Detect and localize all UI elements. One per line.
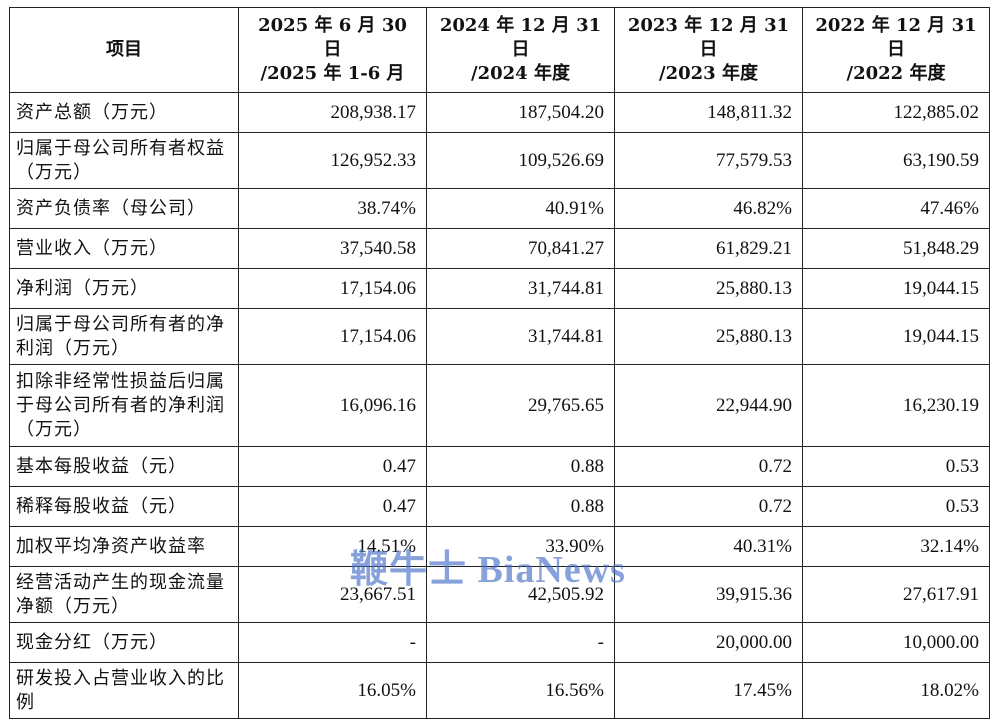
cell-value: 77,579.53 bbox=[614, 132, 803, 189]
cell-value: 29,765.65 bbox=[426, 364, 615, 447]
table-row: 扣除非经常性损益后归属于母公司所有者的净利润（万元） 16,096.16 29,… bbox=[9, 364, 990, 447]
cell-value: 148,811.32 bbox=[614, 92, 803, 133]
row-label: 归属于母公司所有者的净利润（万元） bbox=[9, 308, 239, 365]
header-item-label: 项目 bbox=[9, 7, 239, 93]
cell-value: - bbox=[426, 622, 615, 663]
cell-value: 18.02% bbox=[802, 662, 990, 719]
cell-value: 16.56% bbox=[426, 662, 615, 719]
table-row: 归属于母公司所有者权益（万元） 126,952.33 109,526.69 77… bbox=[9, 132, 990, 189]
cell-value: 208,938.17 bbox=[238, 92, 427, 133]
cell-value: 14.51% bbox=[238, 526, 427, 567]
cell-value: 22,944.90 bbox=[614, 364, 803, 447]
cell-value: 70,841.27 bbox=[426, 228, 615, 269]
row-label: 加权平均净资产收益率 bbox=[9, 526, 239, 567]
table-row: 资产总额（万元） 208,938.17 187,504.20 148,811.3… bbox=[9, 92, 990, 133]
row-label: 营业收入（万元） bbox=[9, 228, 239, 269]
cell-value: 46.82% bbox=[614, 188, 803, 229]
table-row: 研发投入占营业收入的比例 16.05% 16.56% 17.45% 18.02% bbox=[9, 662, 990, 719]
cell-value: 0.88 bbox=[426, 486, 615, 527]
table-row: 稀释每股收益（元） 0.47 0.88 0.72 0.53 bbox=[9, 486, 990, 527]
cell-value: 25,880.13 bbox=[614, 268, 803, 309]
cell-value: 40.31% bbox=[614, 526, 803, 567]
cell-value: 0.47 bbox=[238, 446, 427, 487]
cell-value: 0.72 bbox=[614, 446, 803, 487]
table-header-row: 项目 2025 年 6 月 30 日 /2025 年 1-6 月 2024 年 … bbox=[9, 7, 990, 93]
cell-value: 31,744.81 bbox=[426, 308, 615, 365]
cell-value: 37,540.58 bbox=[238, 228, 427, 269]
cell-value: 33.90% bbox=[426, 526, 615, 567]
financial-data-table: 项目 2025 年 6 月 30 日 /2025 年 1-6 月 2024 年 … bbox=[9, 7, 990, 719]
cell-value: 17,154.06 bbox=[238, 308, 427, 365]
header-col-2024: 2024 年 12 月 31 日 /2024 年度 bbox=[426, 7, 615, 93]
cell-value: - bbox=[238, 622, 427, 663]
cell-value: 0.53 bbox=[802, 446, 990, 487]
cell-value: 51,848.29 bbox=[802, 228, 990, 269]
cell-value: 27,617.91 bbox=[802, 566, 990, 623]
row-label: 研发投入占营业收入的比例 bbox=[9, 662, 239, 719]
cell-value: 16.05% bbox=[238, 662, 427, 719]
cell-value: 17,154.06 bbox=[238, 268, 427, 309]
cell-value: 32.14% bbox=[802, 526, 990, 567]
header-col-2025: 2025 年 6 月 30 日 /2025 年 1-6 月 bbox=[238, 7, 427, 93]
row-label: 净利润（万元） bbox=[9, 268, 239, 309]
cell-value: 19,044.15 bbox=[802, 308, 990, 365]
cell-value: 20,000.00 bbox=[614, 622, 803, 663]
cell-value: 23,667.51 bbox=[238, 566, 427, 623]
cell-value: 39,915.36 bbox=[614, 566, 803, 623]
table-row: 资产负债率（母公司） 38.74% 40.91% 46.82% 47.46% bbox=[9, 188, 990, 229]
table-row: 营业收入（万元） 37,540.58 70,841.27 61,829.21 5… bbox=[9, 228, 990, 269]
cell-value: 40.91% bbox=[426, 188, 615, 229]
cell-value: 16,096.16 bbox=[238, 364, 427, 447]
cell-value: 38.74% bbox=[238, 188, 427, 229]
cell-value: 10,000.00 bbox=[802, 622, 990, 663]
header-col-2023: 2023 年 12 月 31 日 /2023 年度 bbox=[614, 7, 803, 93]
row-label: 基本每股收益（元） bbox=[9, 446, 239, 487]
cell-value: 109,526.69 bbox=[426, 132, 615, 189]
cell-value: 122,885.02 bbox=[802, 92, 990, 133]
cell-value: 61,829.21 bbox=[614, 228, 803, 269]
cell-value: 187,504.20 bbox=[426, 92, 615, 133]
header-col-2025-line2: /2025 年 1-6 月 bbox=[260, 63, 405, 84]
table-row: 现金分红（万元） - - 20,000.00 10,000.00 bbox=[9, 622, 990, 663]
row-label: 扣除非经常性损益后归属于母公司所有者的净利润（万元） bbox=[9, 364, 239, 447]
cell-value: 0.88 bbox=[426, 446, 615, 487]
row-label: 资产负债率（母公司） bbox=[9, 188, 239, 229]
header-col-2022-line1: 2022 年 12 月 31 日 bbox=[815, 15, 977, 60]
header-col-2023-line1: 2023 年 12 月 31 日 bbox=[627, 15, 790, 60]
row-label: 稀释每股收益（元） bbox=[9, 486, 239, 527]
row-label: 现金分红（万元） bbox=[9, 622, 239, 663]
header-col-2025-line1: 2025 年 6 月 30 日 bbox=[258, 15, 407, 60]
cell-value: 0.47 bbox=[238, 486, 427, 527]
row-label: 归属于母公司所有者权益（万元） bbox=[9, 132, 239, 189]
table-row: 净利润（万元） 17,154.06 31,744.81 25,880.13 19… bbox=[9, 268, 990, 309]
header-col-2022: 2022 年 12 月 31 日 /2022 年度 bbox=[802, 7, 990, 93]
cell-value: 42,505.92 bbox=[426, 566, 615, 623]
cell-value: 31,744.81 bbox=[426, 268, 615, 309]
row-label: 资产总额（万元） bbox=[9, 92, 239, 133]
cell-value: 0.72 bbox=[614, 486, 803, 527]
row-label: 经营活动产生的现金流量净额（万元） bbox=[9, 566, 239, 623]
header-col-2024-line1: 2024 年 12 月 31 日 bbox=[439, 15, 602, 60]
table-row: 归属于母公司所有者的净利润（万元） 17,154.06 31,744.81 25… bbox=[9, 308, 990, 365]
cell-value: 19,044.15 bbox=[802, 268, 990, 309]
cell-value: 16,230.19 bbox=[802, 364, 990, 447]
cell-value: 25,880.13 bbox=[614, 308, 803, 365]
header-col-2022-line2: /2022 年度 bbox=[846, 63, 946, 84]
cell-value: 17.45% bbox=[614, 662, 803, 719]
header-col-2024-line2: /2024 年度 bbox=[471, 63, 570, 84]
cell-value: 0.53 bbox=[802, 486, 990, 527]
table-row: 基本每股收益（元） 0.47 0.88 0.72 0.53 bbox=[9, 446, 990, 487]
cell-value: 126,952.33 bbox=[238, 132, 427, 189]
cell-value: 63,190.59 bbox=[802, 132, 990, 189]
header-col-2023-line2: /2023 年度 bbox=[659, 63, 758, 84]
table-row: 加权平均净资产收益率 14.51% 33.90% 40.31% 32.14% bbox=[9, 526, 990, 567]
cell-value: 47.46% bbox=[802, 188, 990, 229]
table-row: 经营活动产生的现金流量净额（万元） 23,667.51 42,505.92 39… bbox=[9, 566, 990, 623]
